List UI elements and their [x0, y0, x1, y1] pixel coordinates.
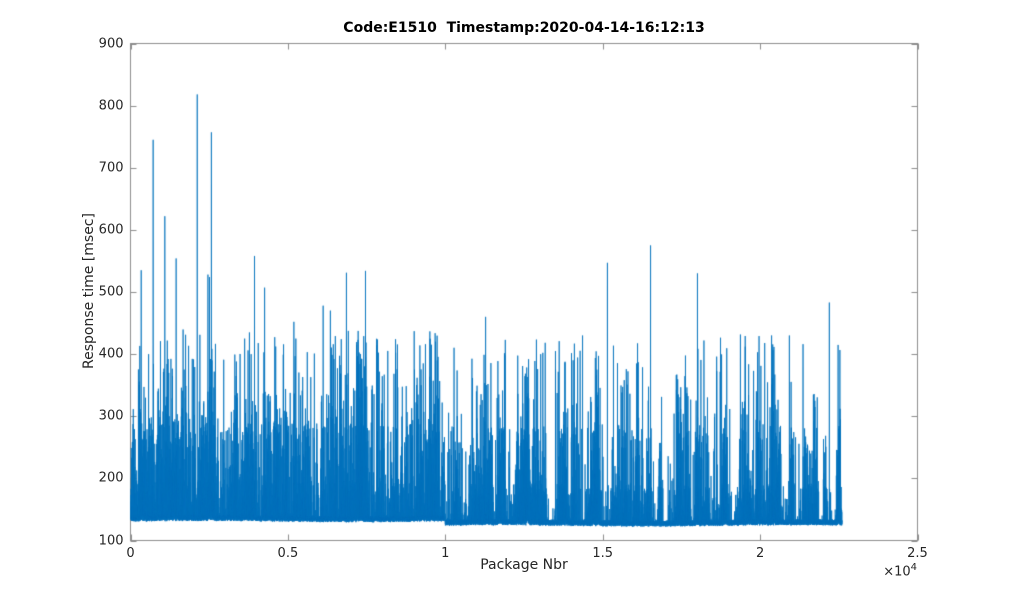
- x-axis-multiplier: ×104: [883, 562, 917, 579]
- y-axis-label: Response time [msec]: [81, 213, 97, 369]
- x-axis-label: Package Nbr: [480, 557, 568, 573]
- x-axis-multiplier-base: ×10: [883, 564, 911, 580]
- plot-title: Code:E1510 Timestamp:2020-04-14-16:12:13: [343, 20, 705, 36]
- x-axis-multiplier-exponent: 4: [910, 562, 917, 573]
